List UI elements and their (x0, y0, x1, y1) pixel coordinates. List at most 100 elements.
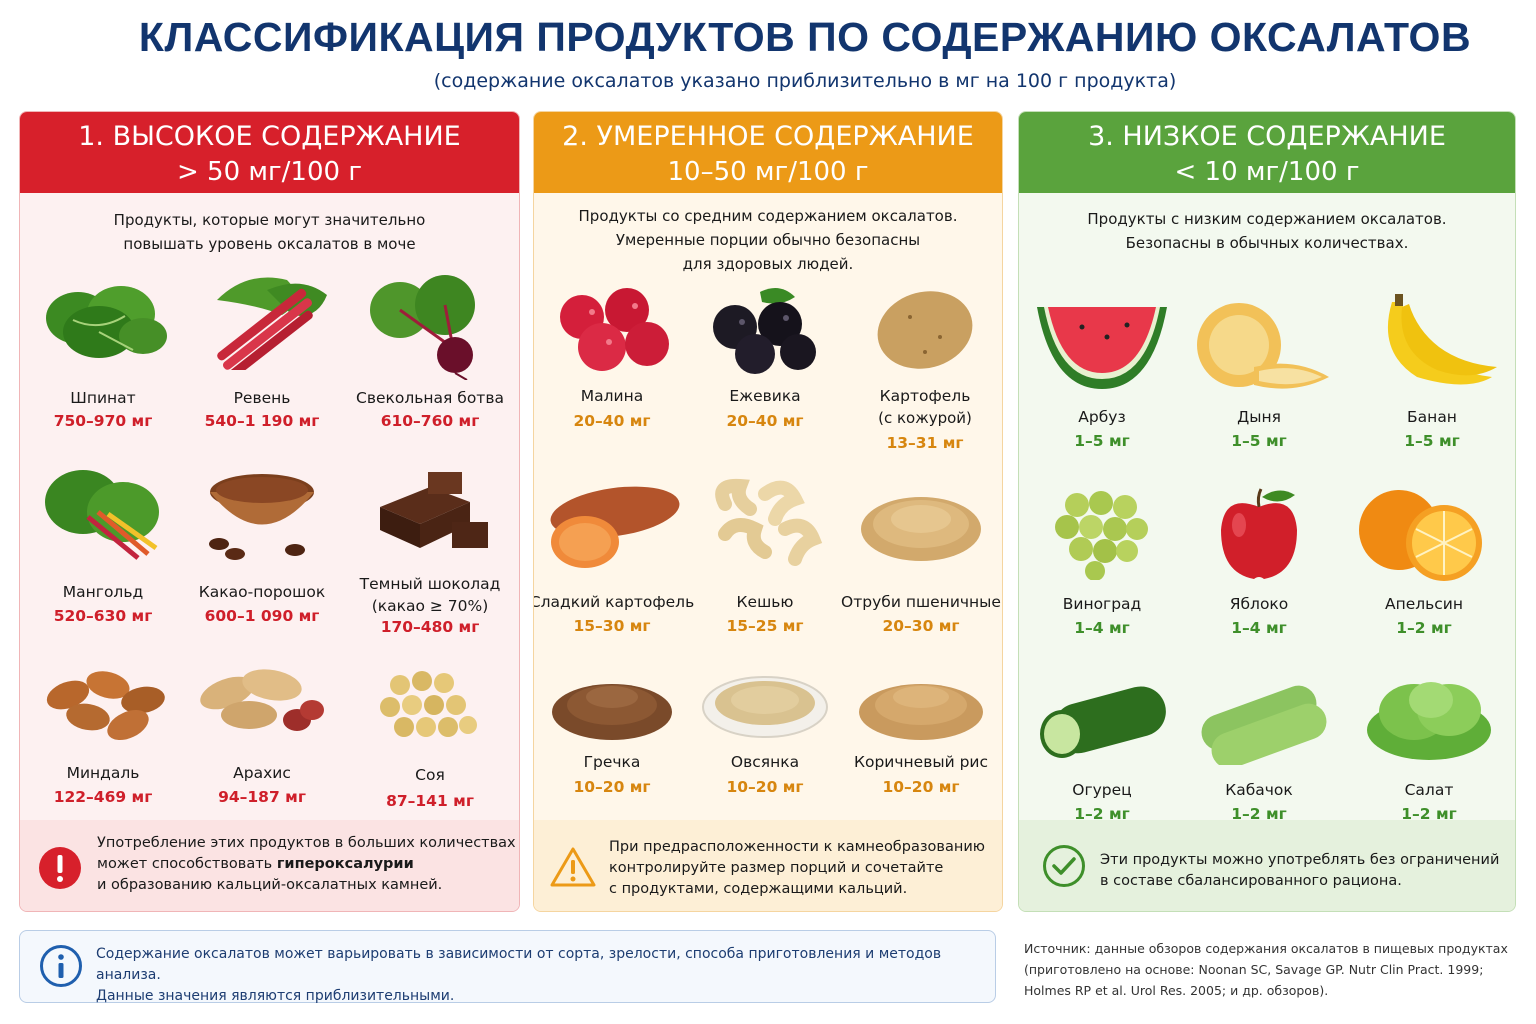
food-name: Коричневый рис (853, 753, 989, 771)
food-name: Мангольд (62, 583, 144, 601)
page-subtitle: (содержание оксалатов указано приблизите… (433, 70, 1177, 92)
cocoa-powder-icon (209, 474, 314, 560)
food-oxalate-value: 20–30 мг (882, 617, 960, 635)
potato-icon (877, 291, 973, 369)
food-oxalate-value: 10–20 мг (726, 778, 804, 796)
note-line: в составе сбалансированного рациона. (1100, 873, 1402, 889)
description-line: Умеренные порции обычно безопасны (615, 231, 921, 249)
brown-rice-icon (859, 684, 983, 740)
grapes-icon (1055, 491, 1148, 580)
food-oxalate-value: 170–480 мг (380, 618, 480, 636)
food-name: Малина (580, 387, 644, 405)
blackberry-icon (713, 288, 816, 374)
food-name: Апельсин (1384, 595, 1464, 613)
food-oxalate-value: 1–2 мг (1401, 805, 1457, 823)
food-name: Арбуз (1078, 408, 1126, 426)
moderate-panel-warning-note: При предрасположенности к камнеобразован… (534, 820, 1002, 911)
food-name: Салат (1404, 781, 1454, 799)
food-name: Овсянка (730, 753, 800, 771)
info-line: Содержание оксалатов может варьировать в… (96, 946, 942, 983)
food-name: Отруби пшеничные (841, 593, 1001, 611)
food-name: Ревень (233, 389, 291, 407)
food-oxalate-value: 20–40 мг (573, 412, 651, 430)
watermelon-icon (1037, 307, 1167, 389)
source-line: Источник: данные обзоров содержания окса… (1024, 941, 1508, 956)
moderate-oxalate-panel: 2. УМЕРЕННОЕ СОДЕРЖАНИЕ 10–50 мг/100 г П… (533, 111, 1003, 912)
buckwheat-icon (552, 684, 672, 740)
description-line: Продукты с низким содержанием оксалатов. (1087, 210, 1447, 228)
food-oxalate-value: 1–4 мг (1074, 619, 1130, 637)
soy-icon (380, 671, 477, 737)
note-line: При предрасположенности к камнеобразован… (609, 839, 985, 855)
food-oxalate-value: 1–5 мг (1404, 432, 1460, 450)
description-line: Безопасны в обычных количествах. (1125, 234, 1409, 252)
food-oxalate-value: 20–40 мг (726, 412, 804, 430)
banana-icon (1387, 294, 1497, 385)
food-oxalate-value: 10–20 мг (882, 778, 960, 796)
food-name: Кешью (736, 593, 794, 611)
food-name: Какао-порошок (198, 583, 326, 601)
moderate-panel-range: 10–50 мг/100 г (667, 157, 869, 187)
warning-icon (550, 847, 596, 887)
food-name: Гречка (583, 753, 641, 771)
food-oxalate-value: 1–5 мг (1074, 432, 1130, 450)
sweet-potato-icon (550, 486, 680, 568)
source-line: (приготовлено на основе: Noonan SC, Sava… (1024, 962, 1484, 977)
zucchini-icon (1201, 685, 1327, 765)
note-emphasis: гипероксалурии (276, 856, 414, 872)
food-oxalate-value: 1–2 мг (1396, 619, 1452, 637)
melon-icon (1197, 303, 1329, 389)
note-line: с продуктами, содержащими кальций. (609, 881, 908, 897)
food-name: Банан (1407, 408, 1457, 426)
note-line: и образованию кальций-оксалатных камней. (97, 877, 443, 893)
beet-greens-icon (370, 275, 475, 380)
food-name: Ежевика (729, 387, 801, 405)
note-line: Эти продукты можно употреблять без огран… (1100, 852, 1500, 868)
peanut-icon (200, 669, 324, 731)
food-name: Арахис (233, 764, 291, 782)
food-oxalate-value: 600–1 090 мг (204, 607, 320, 625)
dark-chocolate-icon (380, 472, 488, 548)
food-oxalate-value: 540–1 190 мг (204, 412, 320, 430)
food-name: Миндаль (66, 764, 140, 782)
apple-icon (1221, 488, 1297, 579)
food-oxalate-value: 94–187 мг (218, 788, 306, 806)
food-name: Дыня (1237, 408, 1281, 426)
food-name-note: (с кожурой) (878, 409, 972, 427)
high-oxalate-panel: 1. ВЫСОКОЕ СОДЕРЖАНИЕ > 50 мг/100 г Прод… (19, 111, 520, 912)
food-oxalate-value: 1–2 мг (1231, 805, 1287, 823)
moderate-panel-heading: 2. УМЕРЕННОЕ СОДЕРЖАНИЕ (562, 121, 974, 152)
food-oxalate-value: 1–4 мг (1231, 619, 1287, 637)
oatmeal-icon (702, 676, 828, 738)
high-panel-header: 1. ВЫСОКОЕ СОДЕРЖАНИЕ > 50 мг/100 г (20, 112, 519, 193)
info-line: Данные значения являются приблизительным… (96, 988, 455, 1004)
food-oxalate-value: 520–630 мг (53, 607, 153, 625)
food-oxalate-value: 1–2 мг (1074, 805, 1130, 823)
food-oxalate-value: 610–760 мг (380, 412, 480, 430)
food-name: Яблоко (1229, 595, 1289, 613)
check-icon (1043, 845, 1085, 887)
high-panel-description: Продукты, которые могут значительно повы… (20, 208, 519, 256)
description-line: повышать уровень оксалатов в моче (123, 235, 416, 253)
low-panel-range: < 10 мг/100 г (1174, 157, 1360, 187)
orange-icon (1359, 490, 1482, 581)
wheat-bran-icon (861, 497, 981, 561)
description-line: Продукты, которые могут значительно (113, 211, 426, 229)
food-oxalate-value: 13–31 мг (886, 434, 964, 452)
moderate-panel-header: 2. УМЕРЕННОЕ СОДЕРЖАНИЕ 10–50 мг/100 г (534, 112, 1002, 193)
low-panel-info-note: Эти продукты можно употреблять без огран… (1019, 820, 1515, 911)
note-line: Употребление этих продуктов в больших ко… (97, 835, 516, 851)
rhubarb-icon (217, 277, 327, 370)
high-panel-warning-note: Употребление этих продуктов в больших ко… (20, 820, 519, 911)
food-oxalate-value: 1–5 мг (1231, 432, 1287, 450)
description-line: для здоровых людей. (682, 255, 854, 273)
food-oxalate-value: 122–469 мг (53, 788, 153, 806)
note-line: контролируйте размер порций и сочетайте (609, 860, 944, 876)
food-name: Свекольная ботва (356, 389, 504, 407)
source-citation: Источник: данные обзоров содержания окса… (1024, 938, 1524, 1001)
food-oxalate-value: 87–141 мг (386, 792, 474, 810)
food-oxalate-value: 15–30 мг (573, 617, 651, 635)
low-oxalate-panel: 3. НИЗКОЕ СОДЕРЖАНИЕ < 10 мг/100 г Проду… (1018, 111, 1516, 912)
food-oxalate-value: 10–20 мг (573, 778, 651, 796)
low-panel-description: Продукты с низким содержанием оксалатов.… (1019, 207, 1515, 255)
